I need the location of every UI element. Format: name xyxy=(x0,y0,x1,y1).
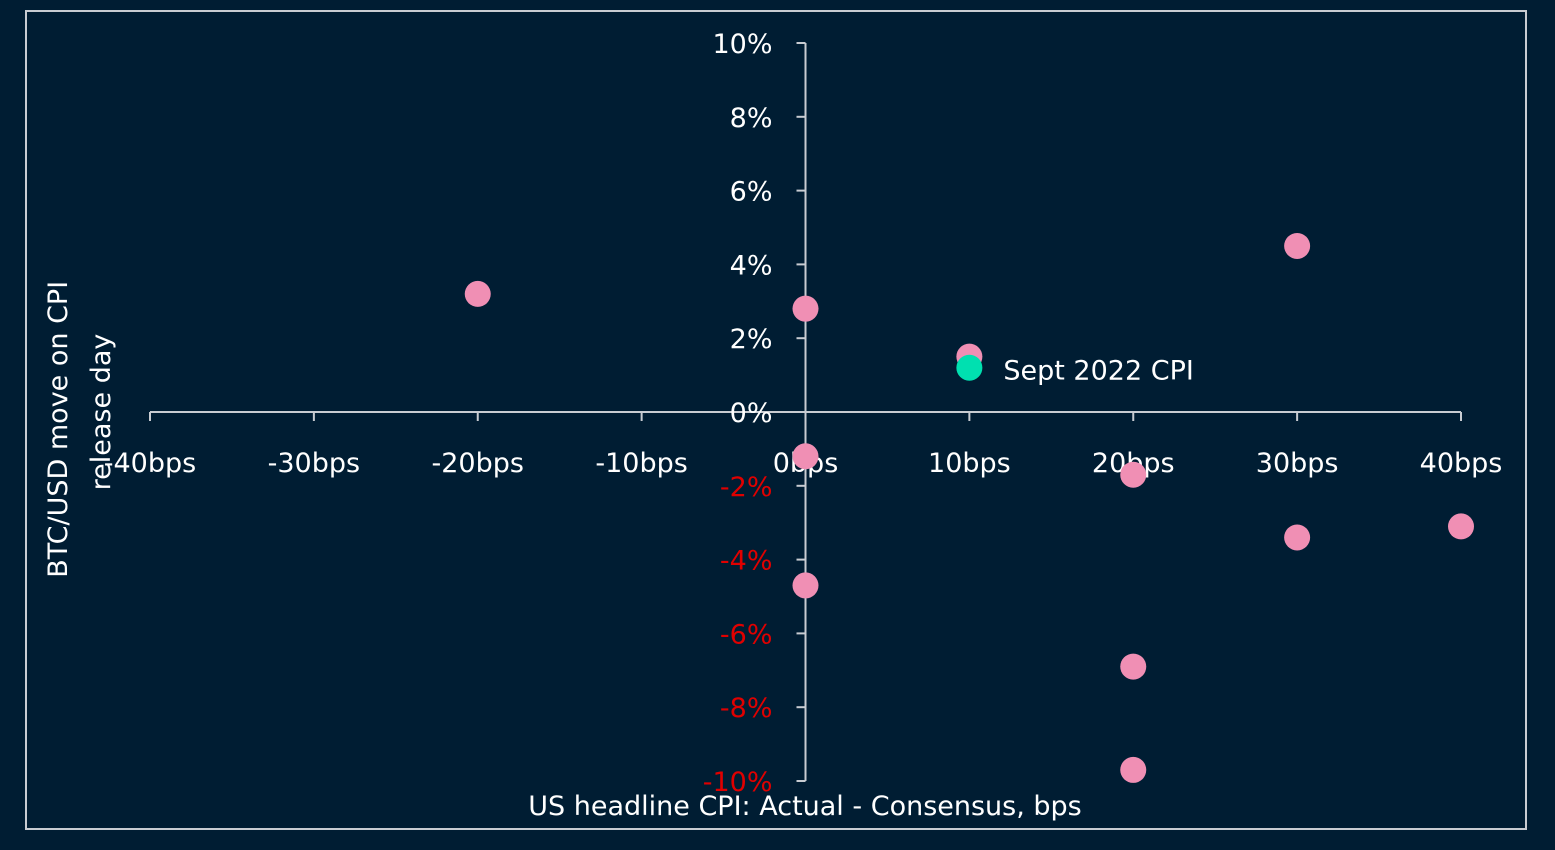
data-point xyxy=(792,295,819,322)
y-axis-title-line1: BTC/USD move on CPI xyxy=(43,281,74,578)
data-point xyxy=(1120,653,1147,680)
x-tick-label: -20bps xyxy=(432,448,524,479)
y-tick-label: -4% xyxy=(720,546,773,577)
annotations: Sept 2022 CPI xyxy=(1003,356,1193,387)
y-tick-label: 6% xyxy=(730,177,773,208)
x-tick-label: -10bps xyxy=(595,448,687,479)
data-point xyxy=(1284,524,1311,551)
data-point xyxy=(1284,232,1311,259)
axes xyxy=(149,42,1462,782)
data-point xyxy=(792,443,819,470)
data-point xyxy=(1448,513,1474,540)
y-axis-title-line2: release day xyxy=(86,334,117,491)
y-axis-title: BTC/USD move on CPI release day xyxy=(43,272,117,578)
data-point xyxy=(1120,461,1147,488)
highlight-data-point xyxy=(956,354,983,381)
data-point xyxy=(464,280,491,307)
y-tick-label: 0% xyxy=(730,398,773,429)
x-tick-labels: -40bps-30bps-20bps-10bps0bps10bps20bps30… xyxy=(104,448,1503,479)
y-tick-label: -6% xyxy=(720,619,773,650)
x-tick-label: -40bps xyxy=(104,448,196,479)
y-tick-label: -8% xyxy=(720,693,773,724)
y-tick-label: 2% xyxy=(730,324,773,355)
x-axis-title: US headline CPI: Actual - Consensus, bps xyxy=(528,791,1082,822)
y-tick-labels: 10% 8% 6% 4% 2% 0% -2% -4% -6% -8% -10% xyxy=(703,29,773,798)
x-tick-label: 40bps xyxy=(1420,448,1503,479)
chart-frame xyxy=(25,10,1527,830)
data-points xyxy=(464,232,1474,783)
x-tick-label: 10bps xyxy=(928,448,1011,479)
data-point xyxy=(1120,756,1147,783)
y-tick-label: -2% xyxy=(720,472,773,503)
x-tick-label: -30bps xyxy=(268,448,360,479)
y-tick-label: 8% xyxy=(730,103,773,134)
data-point xyxy=(792,572,819,599)
y-tick-label: 4% xyxy=(730,250,773,281)
x-tick-label: 30bps xyxy=(1256,448,1339,479)
point-annotation: Sept 2022 CPI xyxy=(1003,356,1193,387)
y-tick-label: -10% xyxy=(703,767,773,798)
y-tick-label: 10% xyxy=(712,29,772,60)
